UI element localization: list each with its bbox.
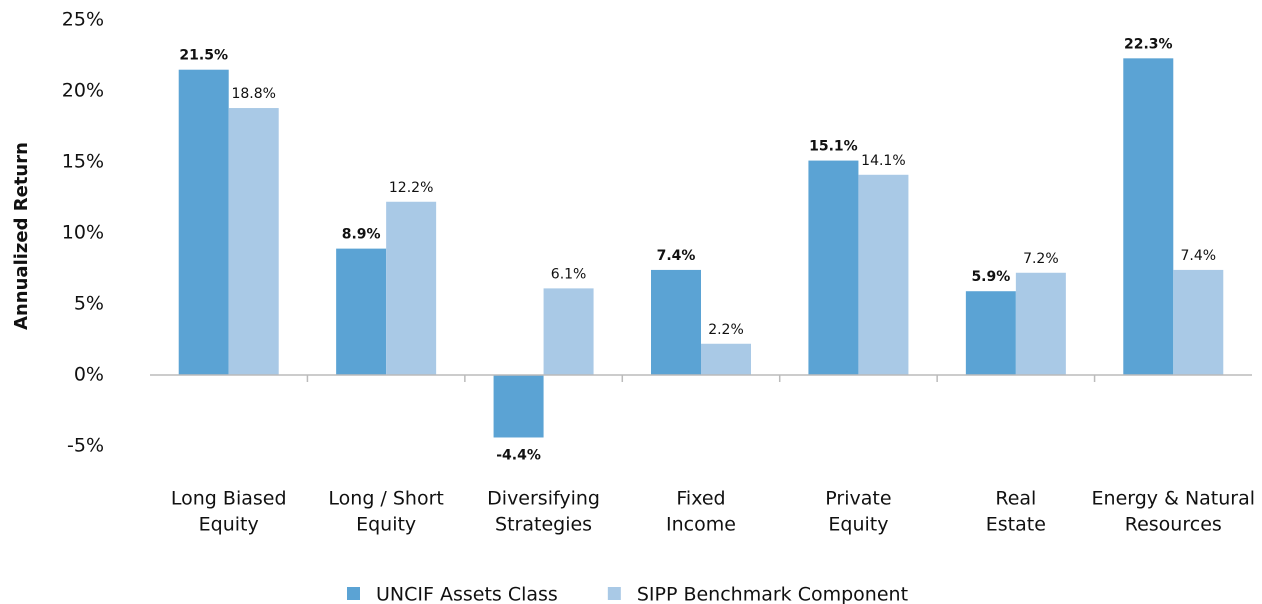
value-label: 7.4% [657,248,696,264]
legend-swatch [607,587,621,600]
y-tick-label: 20% [62,80,104,102]
bar [1015,272,1066,375]
y-tick-label: 5% [74,293,104,315]
bar [386,201,437,375]
x-tick-label: Real [995,488,1036,510]
y-tick-label: 15% [62,151,104,173]
x-tick-label: Diversifying [487,488,600,510]
x-tick-label: Resources [1125,514,1222,536]
y-axis-label: Annualized Return [11,142,32,330]
x-tick-label: Strategies [495,514,592,536]
value-label: 6.1% [551,266,587,282]
y-tick-label: 25% [62,9,104,31]
bar [543,288,594,375]
value-label: 21.5% [179,48,228,64]
value-label: 2.2% [708,322,744,338]
bar [1173,269,1224,375]
bar [858,174,909,375]
value-label: 14.1% [861,153,905,169]
bar [336,248,387,375]
x-tick-label: Long Biased [171,488,287,510]
x-tick-label: Income [666,514,736,536]
x-tick-label: Private [825,488,891,510]
legend-label: SIPP Benchmark Component [637,584,908,604]
x-tick-label: Equity [828,514,888,536]
bar [965,291,1016,375]
value-label: 15.1% [809,139,858,155]
legend-label: UNCIF Assets Class [376,584,558,604]
y-tick-label: 10% [62,222,104,244]
x-tick-label: Equity [199,514,259,536]
bar [1123,58,1174,376]
legend-swatch [347,587,360,600]
bar [701,343,751,375]
x-tick-label: Fixed [676,488,725,510]
value-label: 8.9% [342,227,381,243]
value-label: -4.4% [496,447,541,463]
bar [228,108,279,375]
value-label: 18.8% [231,86,275,102]
x-tick-label: Equity [356,514,416,536]
bar [651,269,701,375]
x-tick-label: Energy & Natural [1092,488,1256,510]
bar [178,69,229,375]
bar [808,160,859,375]
value-label: 22.3% [1124,36,1173,52]
y-tick-label: -5% [67,435,104,457]
y-tick-label: 0% [74,364,104,386]
value-label: 12.2% [389,180,433,196]
value-label: 7.4% [1180,248,1216,264]
x-tick-label: Long / Short [328,488,443,510]
value-label: 7.2% [1023,251,1059,267]
value-label: 5.9% [971,269,1010,285]
x-tick-label: Estate [986,514,1046,536]
bar [493,375,544,438]
